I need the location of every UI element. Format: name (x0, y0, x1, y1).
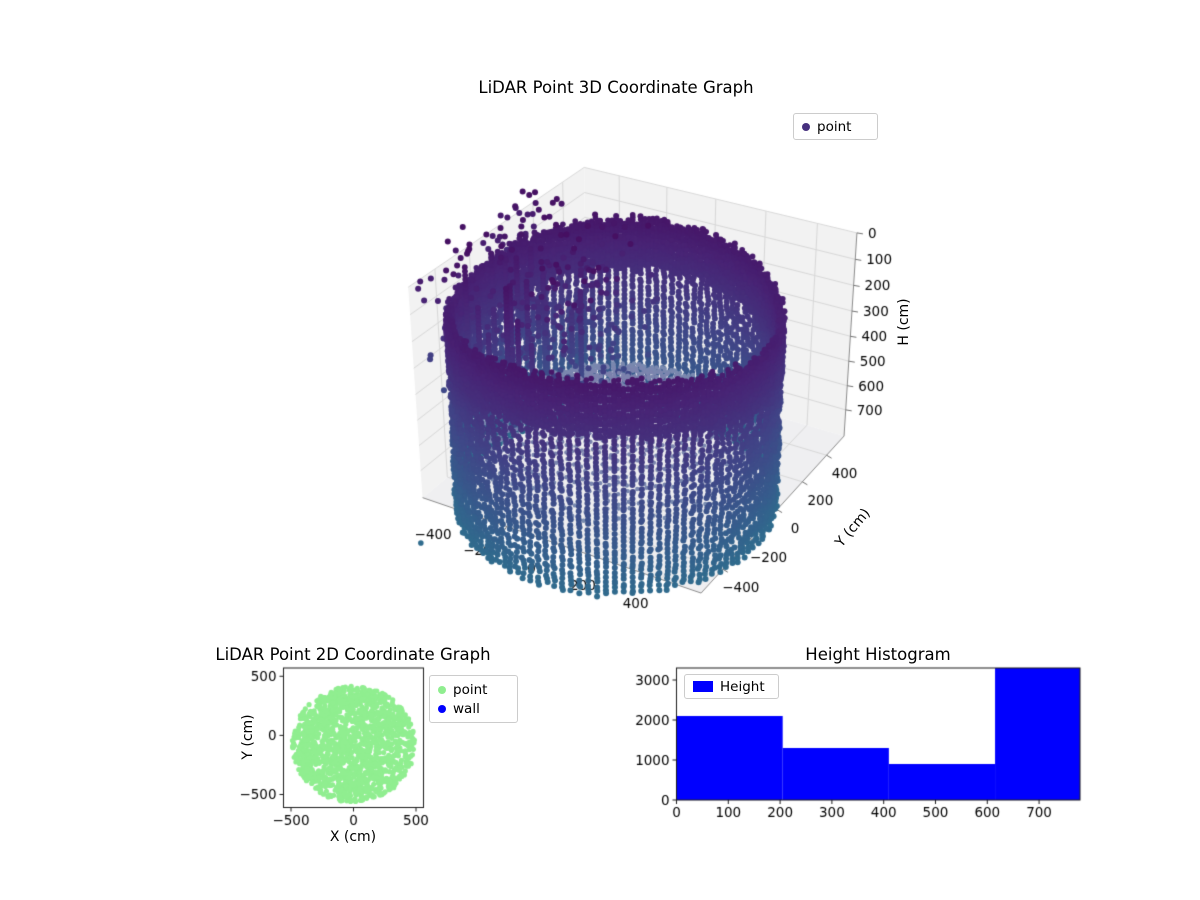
point-marker-icon (802, 122, 810, 131)
wall-marker-icon (438, 704, 446, 713)
hist-legend-row: Height (693, 679, 770, 695)
point-marker-icon (438, 685, 446, 694)
plot3d-legend-point-label: point (817, 118, 852, 135)
hist-legend: Height (684, 674, 779, 699)
plot3d-h-axis-label: H (cm) (896, 298, 912, 346)
plot2d-legend: point wall (429, 675, 518, 723)
plot2d-legend-point-label: point (453, 681, 488, 698)
plot2d-legend-row-wall: wall (438, 701, 509, 717)
hist-title: Height Histogram (805, 645, 951, 664)
height-patch-icon (693, 681, 713, 692)
plot3d-legend-row: point (802, 119, 869, 135)
plot2d-legend-wall-label: wall (453, 700, 480, 717)
plot2d-legend-row-point: point (438, 682, 509, 698)
plot3d-title: LiDAR Point 3D Coordinate Graph (478, 78, 754, 97)
plot3d-legend: point (793, 113, 878, 140)
plot2d-title: LiDAR Point 2D Coordinate Graph (215, 645, 491, 664)
hist-legend-height-label: Height (720, 678, 765, 695)
plot2d-x-axis-label: X (cm) (329, 829, 377, 845)
plot2d-y-axis-label: Y (cm) (240, 714, 256, 760)
